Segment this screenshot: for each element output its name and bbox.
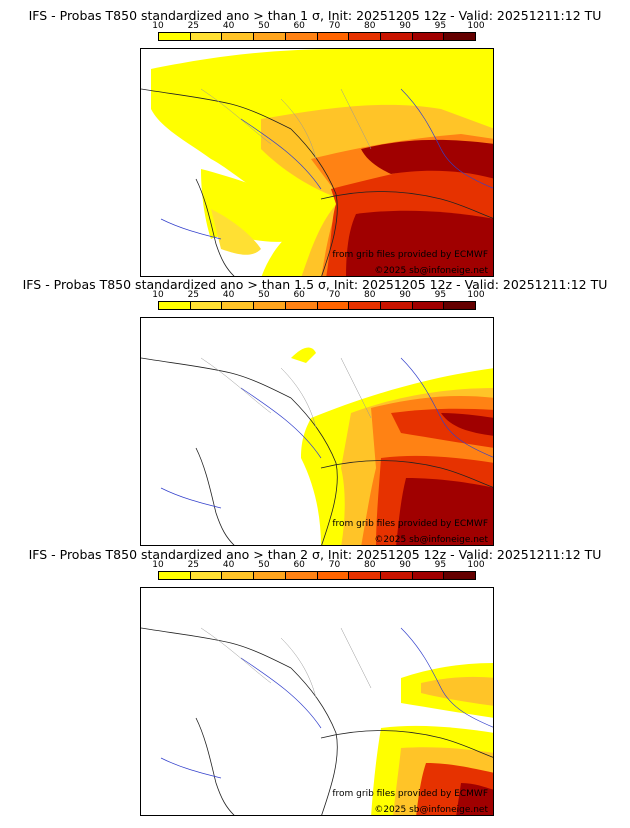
copyright-credit: ©2025 sb@infoneige.net: [374, 266, 488, 276]
legend-swatch: [380, 302, 413, 309]
legend-tick: 25: [187, 21, 200, 31]
legend-tick: 10: [152, 290, 164, 300]
legend-tick: 100: [467, 290, 485, 300]
color-legend: [158, 32, 476, 41]
legend-swatch: [349, 302, 381, 309]
legend-tick: 10: [152, 560, 164, 570]
data-source-credit: from grib files provided by ECMWF: [332, 789, 488, 799]
legend-swatch: [412, 302, 445, 309]
map-panel-2sigma: IFS - Probas T850 standardized ano > tha…: [0, 547, 630, 817]
legend-swatch: [412, 33, 445, 40]
legend-swatch: [380, 572, 413, 579]
legend-tick: 50: [258, 290, 270, 300]
legend-tick: 60: [293, 560, 305, 570]
legend-swatch: [159, 572, 191, 579]
legend-swatch: [222, 33, 255, 40]
legend-tick: 100: [467, 560, 485, 570]
legend-swatch: [222, 302, 255, 309]
legend-tick: 70: [328, 290, 341, 300]
legend-swatch: [317, 33, 350, 40]
legend-tick: 80: [364, 560, 376, 570]
legend-tick: 90: [399, 21, 411, 31]
legend-tick: 95: [434, 560, 447, 570]
legend-swatch: [380, 33, 413, 40]
legend-tick: 50: [258, 21, 270, 31]
map-panel-1sigma: IFS - Probas T850 standardized ano > tha…: [0, 8, 630, 278]
legend-ticks: 10 25 40 50 60 70 80 90 95 100: [152, 560, 484, 571]
legend-tick: 90: [399, 560, 411, 570]
legend-tick: 40: [222, 21, 235, 31]
legend-swatch: [254, 302, 286, 309]
data-source-credit: from grib files provided by ECMWF: [332, 519, 488, 529]
probability-map: [140, 587, 494, 816]
legend-swatch: [349, 572, 381, 579]
legend-tick: 25: [187, 560, 200, 570]
legend-tick: 100: [467, 21, 485, 31]
legend-tick: 95: [434, 21, 447, 31]
probability-map: [140, 317, 494, 546]
panel-title: IFS - Probas T850 standardized ano > tha…: [28, 547, 602, 562]
legend-tick: 80: [364, 21, 376, 31]
legend-swatch: [190, 572, 223, 579]
legend-tick: 10: [152, 21, 164, 31]
legend-swatch: [222, 572, 255, 579]
color-legend: [158, 301, 476, 310]
legend-tick: 40: [222, 290, 235, 300]
legend-swatch: [254, 572, 286, 579]
legend-tick: 60: [293, 290, 305, 300]
legend-swatch: [444, 572, 476, 579]
legend-ticks: 10 25 40 50 60 70 80 90 95 100: [152, 290, 484, 301]
legend-swatch: [159, 302, 191, 309]
legend-tick: 25: [187, 290, 200, 300]
panel-title: IFS - Probas T850 standardized ano > tha…: [28, 8, 602, 23]
legend-swatch: [254, 33, 286, 40]
legend-swatch: [159, 33, 191, 40]
legend-swatch: [285, 33, 318, 40]
legend-tick: 70: [328, 560, 341, 570]
legend-swatch: [444, 33, 476, 40]
legend-swatch: [412, 572, 445, 579]
legend-tick: 60: [293, 21, 305, 31]
legend-swatch: [190, 33, 223, 40]
copyright-credit: ©2025 sb@infoneige.net: [374, 805, 488, 815]
legend-tick: 90: [399, 290, 411, 300]
data-source-credit: from grib files provided by ECMWF: [332, 250, 488, 260]
map-panel-1-5sigma: IFS - Probas T850 standardized ano > tha…: [0, 277, 630, 547]
legend-swatch: [317, 572, 350, 579]
legend-swatch: [285, 302, 318, 309]
legend-tick: 95: [434, 290, 447, 300]
legend-swatch: [349, 33, 381, 40]
legend-tick: 80: [364, 290, 376, 300]
panel-title: IFS - Probas T850 standardized ano > tha…: [22, 277, 608, 292]
copyright-credit: ©2025 sb@infoneige.net: [374, 535, 488, 545]
legend-swatch: [190, 302, 223, 309]
color-legend: [158, 571, 476, 580]
probability-map: [140, 48, 494, 277]
legend-tick: 70: [328, 21, 341, 31]
legend-tick: 50: [258, 560, 270, 570]
legend-swatch: [444, 302, 476, 309]
legend-swatch: [285, 572, 318, 579]
legend-ticks: 10 25 40 50 60 70 80 90 95 100: [152, 21, 484, 32]
legend-swatch: [317, 302, 350, 309]
legend-tick: 40: [222, 560, 235, 570]
